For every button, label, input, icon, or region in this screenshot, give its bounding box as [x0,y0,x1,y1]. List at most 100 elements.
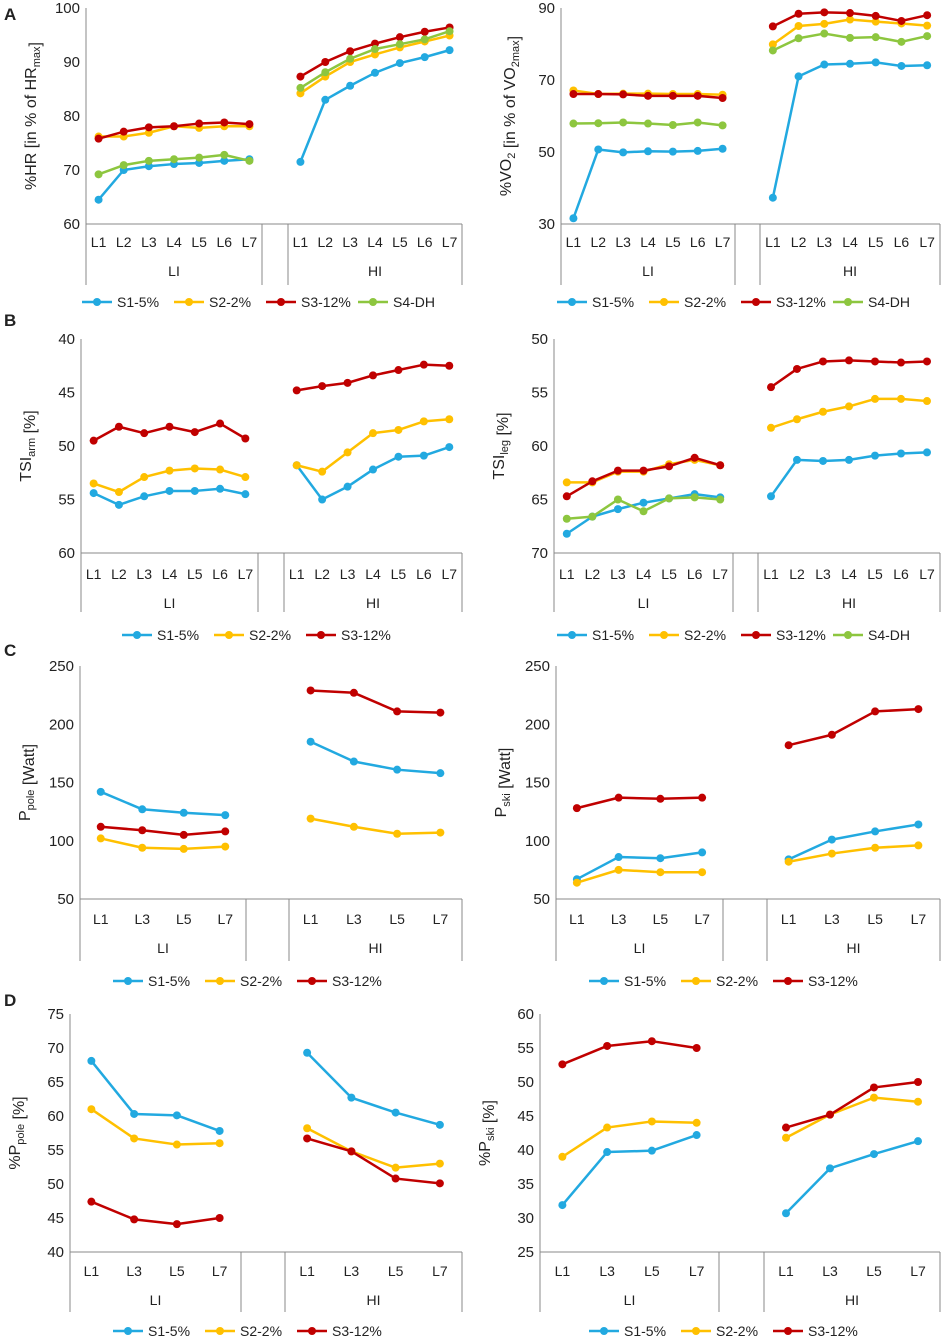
data-point [794,34,803,43]
group-label: HI [843,263,857,279]
series-line [576,851,703,881]
data-point [419,360,428,369]
data-point [569,119,578,128]
legend-D-left: S1-5% S2-2% S3-12% [113,1323,382,1339]
data-point [165,466,174,475]
series-line [788,823,919,861]
legend-label: S3-12% [776,627,826,643]
data-point [292,461,301,470]
y-tick-label: 60 [47,1108,64,1125]
data-point [594,90,603,99]
x-tick-label: L1 [781,911,797,927]
data-point [647,1146,656,1155]
y-axis-title: %Pski [%] [477,1100,498,1166]
data-point [827,730,836,739]
legend-marker [752,631,760,639]
series-line [561,1120,697,1158]
x-tick-label: L1 [303,911,319,927]
data-point [220,150,229,159]
x-tick-label: L4 [166,234,182,250]
x-tick-label: L7 [910,1263,926,1279]
legend-marker [660,298,668,306]
data-point [619,148,628,157]
data-point [391,1174,400,1183]
data-point [394,366,403,375]
data-point [172,1220,181,1229]
data-point [436,769,445,778]
data-point [690,453,699,462]
data-point [782,1209,790,1218]
data-point [644,91,652,100]
data-point [114,488,123,497]
data-point [639,507,648,516]
legend-marker [317,631,325,639]
data-point [306,814,315,823]
x-tick-label: L5 [866,1263,882,1279]
data-point [569,90,578,99]
data-point [165,422,174,431]
x-tick-label: L7 [715,234,731,250]
data-point [914,1097,922,1106]
data-point [347,1093,356,1102]
y-tick-label: 45 [47,1210,64,1227]
data-point [820,29,829,38]
x-tick-label: L4 [841,566,857,582]
x-tick-label: L5 [191,234,207,250]
x-tick-label: L5 [392,234,408,250]
data-point [871,843,880,852]
y-axis-title-part: 2max [510,40,522,67]
x-tick-label: L2 [789,566,805,582]
data-point [698,793,707,802]
y-tick-label: 35 [517,1176,534,1193]
y-tick-label: 50 [538,144,555,161]
legend-A-left: S1-5% S2-2% S3-12% S4-DH [82,294,435,310]
x-tick-label: L7 [911,911,927,927]
y-axis-title-part: ski [501,793,513,806]
legend-marker [216,1327,224,1335]
group-label: LI [624,1292,636,1308]
x-tick-label: L7 [712,566,728,582]
group-label: LI [634,940,646,956]
data-point [819,407,827,416]
y-tick-label: 65 [47,1074,64,1091]
data-point [639,466,648,475]
data-point [369,371,377,380]
x-tick-label: L5 [867,911,883,927]
y-axis-title-part: [Watt] [497,748,514,794]
legend-label: S1-5% [624,973,666,989]
data-point [393,707,402,716]
data-point [613,495,622,504]
data-point [558,1152,567,1161]
data-point [393,829,402,838]
data-point [241,434,250,443]
data-point [782,1133,790,1142]
x-tick-label: L3 [611,911,627,927]
x-tick-label: L7 [242,234,258,250]
legend-marker [133,631,141,639]
data-point [871,11,880,20]
data-point [870,1083,878,1092]
legend-marker [568,298,576,306]
x-tick-label: L7 [212,1263,228,1279]
legend-marker [369,298,377,306]
data-point [296,157,305,166]
x-tick-label: L3 [126,1263,142,1279]
y-axis-title-part: [%] [481,1100,498,1128]
y-axis-title-part: TSI [18,457,35,482]
data-point [395,40,404,49]
legend-label: S3-12% [808,973,858,989]
data-point [562,478,571,487]
series-S4-DH [562,493,725,523]
y-tick-label: 150 [525,775,550,792]
group-label: HI [368,263,382,279]
series-line [90,1060,221,1133]
series-line [310,740,441,775]
legend-marker [93,298,101,306]
x-tick-label: L1 [763,566,779,582]
legend-marker [752,298,760,306]
data-point [827,849,836,858]
data-point [698,868,707,877]
x-tick-label: L6 [417,234,433,250]
x-tick-label: L5 [389,911,405,927]
series-S3-12% [89,360,454,445]
